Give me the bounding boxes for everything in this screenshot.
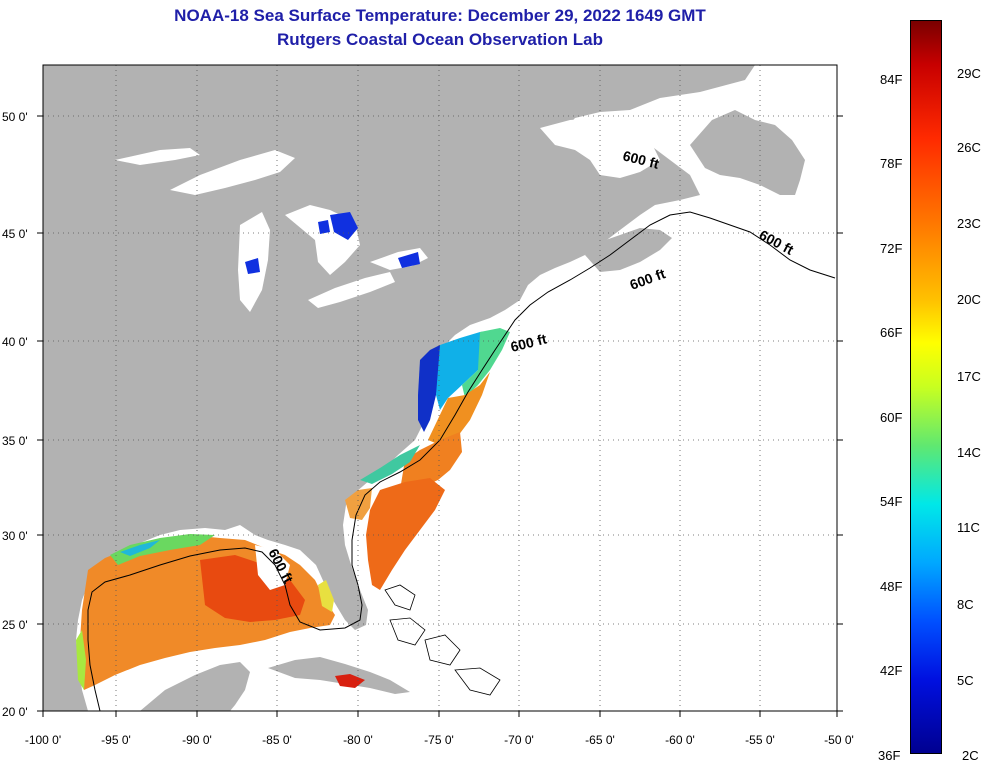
title-line-2: Rutgers Coastal Ocean Observation Lab [277, 30, 603, 49]
lon-labels: -100 0' -95 0' -90 0' -85 0' -80 0' -75 … [25, 733, 854, 747]
colorbar-label-c: 29C [957, 66, 981, 81]
colorbar-label-f: 48F [880, 579, 903, 594]
land-north-america [43, 65, 755, 711]
colorbar-label-c: 14C [957, 445, 981, 460]
colorbar-label-c: 20C [957, 292, 981, 307]
lake-cold-patches [245, 212, 420, 274]
lat-label: 50 0' [2, 110, 28, 124]
land-yucatan [140, 662, 250, 711]
colorbar-label-c: 23C [957, 216, 981, 231]
colorbar-label-f: 54F [880, 494, 903, 509]
colorbar-label-c: 11C [957, 520, 980, 535]
colorbar-label-f: 42F [880, 663, 903, 678]
sst-carolina-coast-green [360, 445, 420, 484]
sst-gulf-west-green [76, 630, 86, 690]
lat-label: 30 0' [2, 529, 28, 543]
lat-label: 35 0' [2, 434, 28, 448]
colorbar-label-c: 8C [957, 597, 974, 612]
colorbar-label-c: 17C [957, 369, 981, 384]
temperature-colorbar [910, 20, 942, 754]
lon-label: -60 0' [665, 733, 695, 747]
sst-caribbean-warm [335, 674, 365, 688]
bahamas-outlines [384, 584, 501, 696]
lat-labels: 20 0' 25 0' 30 0' 35 0' 40 0' 45 0' 50 0… [2, 110, 28, 719]
colorbar-label-c: 2C [962, 748, 979, 763]
sst-southeast-orange [366, 478, 445, 590]
colorbar-label-f: 84F [880, 72, 903, 87]
lon-label: -95 0' [101, 733, 131, 747]
sst-map: -100 0' -95 0' -90 0' -85 0' -80 0' -75 … [2, 64, 854, 747]
lon-label: -55 0' [745, 733, 775, 747]
sst-florida-yellow [318, 580, 334, 612]
colorbar-label-f: 36F [878, 748, 901, 763]
lon-label: -85 0' [262, 733, 292, 747]
sst-gulf-cloud-gap [255, 545, 290, 590]
sst-gulf-coast-green [110, 534, 215, 565]
sst-gulf-coast-teal [120, 540, 160, 556]
map-frame [42, 64, 838, 712]
land-newfoundland [690, 110, 805, 195]
colorbar-label-f: 66F [880, 325, 903, 340]
sst-southeast-bay [345, 488, 372, 520]
colorbar-label-f: 72F [880, 241, 903, 256]
depth-contour-600ft [87, 211, 836, 711]
lon-label: -70 0' [504, 733, 534, 747]
lat-label: 25 0' [2, 618, 28, 632]
frame-ticks [37, 115, 843, 717]
title-line-1: NOAA-18 Sea Surface Temperature: Decembe… [174, 6, 706, 25]
colorbar-label-c: 5C [957, 673, 974, 688]
lon-label: -65 0' [585, 733, 615, 747]
sst-gulf-warm-core [200, 555, 305, 622]
lon-label: -75 0' [424, 733, 454, 747]
lon-label: -100 0' [25, 733, 61, 747]
colorbar-label-c: 26C [957, 140, 981, 155]
lon-label: -50 0' [824, 733, 854, 747]
gulf-st-lawrence [540, 118, 660, 178]
lon-label: -90 0' [182, 733, 212, 747]
lat-label: 40 0' [2, 335, 28, 349]
lat-label: 20 0' [2, 705, 28, 719]
lon-label: -80 0' [343, 733, 373, 747]
colorbar-label-f: 60F [880, 410, 903, 425]
sst-mid-atlantic-cold [418, 345, 440, 432]
sst-gulf-stream-carolinas [400, 432, 462, 490]
land-nova-scotia [585, 228, 672, 272]
lat-label: 45 0' [2, 227, 28, 241]
colorbar-label-f: 78F [880, 156, 903, 171]
